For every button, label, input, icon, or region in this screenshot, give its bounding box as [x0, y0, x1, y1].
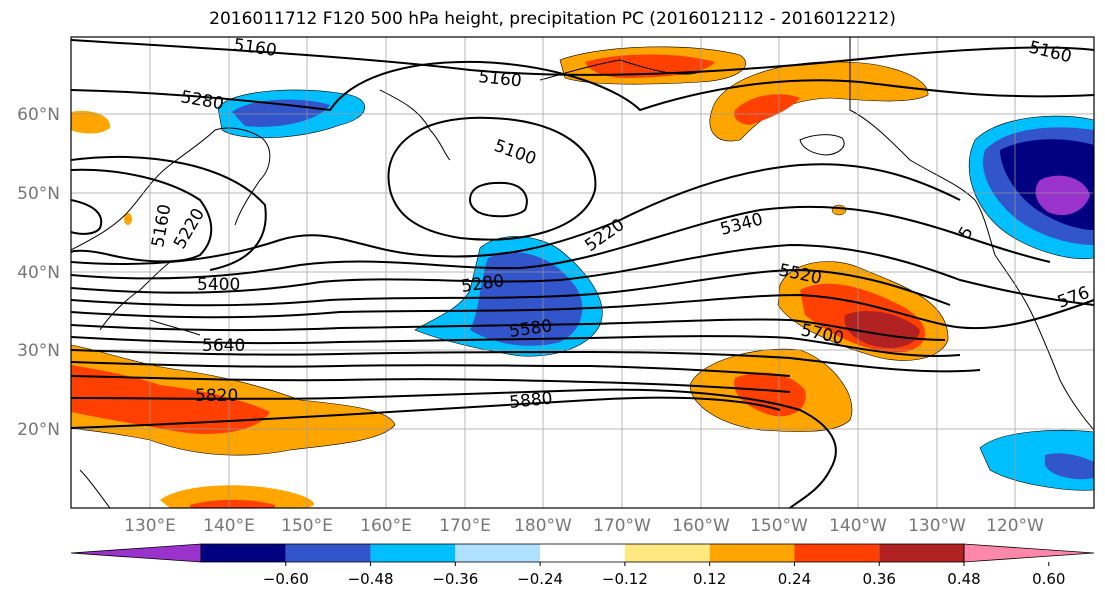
colorbar-swatch — [201, 544, 286, 562]
lat-label-50n: 50°N — [17, 184, 60, 204]
lat-label-60n: 60°N — [17, 105, 60, 125]
lon-label: 120°W — [986, 516, 1044, 536]
lon-label: 150°E — [281, 516, 333, 536]
colorbar-tick-label: −0.12 — [602, 570, 648, 588]
colorbar-swatch — [624, 544, 710, 562]
lat-label-40n: 40°N — [17, 263, 60, 283]
lon-label: 160°E — [360, 516, 412, 536]
lat-label-20n: 20°N — [17, 420, 60, 440]
lat-label-30n: 30°N — [17, 341, 60, 361]
lon-label: 130°W — [908, 516, 966, 536]
contour-label-5880: 5880 — [508, 389, 553, 413]
lon-label: 180°W — [514, 516, 572, 536]
lon-label: 140°W — [829, 516, 887, 536]
height-contours — [71, 39, 1094, 508]
chart-title: 2016011712 F120 500 hPa height, precipit… — [209, 9, 896, 29]
colorbar-swatch — [794, 544, 880, 562]
lon-label: 170°E — [439, 516, 491, 536]
gridlines — [71, 37, 1094, 508]
colorbar-swatch — [455, 544, 541, 562]
contour-label-5640: 5640 — [202, 336, 245, 356]
colorbar-tick-label: −0.36 — [432, 570, 478, 588]
colorbar-tick-label: −0.48 — [348, 570, 394, 588]
colorbar-tick-label: 0.60 — [1032, 570, 1065, 588]
colorbar-swatch — [370, 544, 456, 562]
lon-label: 150°W — [750, 516, 808, 536]
colorbar-tick-label: −0.24 — [517, 570, 563, 588]
colorbar-tick-label: 0.36 — [863, 570, 896, 588]
colorbar-tick-label: 0.12 — [693, 570, 726, 588]
colorbar-swatch — [540, 544, 625, 562]
lon-label: 140°E — [203, 516, 255, 536]
lon-label: 170°W — [593, 516, 651, 536]
colorbar-tick-label: 0.24 — [778, 570, 811, 588]
colorbar: −0.60 −0.48 −0.36 −0.24 −0.12 0.12 0.24 0.36 0.4… — [70, 543, 1095, 588]
colorbar-extend-high — [963, 543, 1095, 563]
lon-label: 160°W — [672, 516, 730, 536]
colorbar-swatch — [285, 544, 371, 562]
coastlines — [71, 37, 1094, 508]
colorbar-tick-label: 0.48 — [947, 570, 980, 588]
contour-label-5820: 5820 — [195, 386, 238, 406]
contour-label-5160: 5160 — [477, 67, 522, 91]
colorbar-extend-low — [70, 543, 202, 563]
lon-label: 130°E — [124, 516, 176, 536]
contour-label-5400: 5400 — [197, 275, 240, 295]
colorbar-swatch — [709, 544, 795, 562]
colorbar-swatch — [879, 544, 964, 562]
colorbar-tick-label: −0.60 — [263, 570, 309, 588]
